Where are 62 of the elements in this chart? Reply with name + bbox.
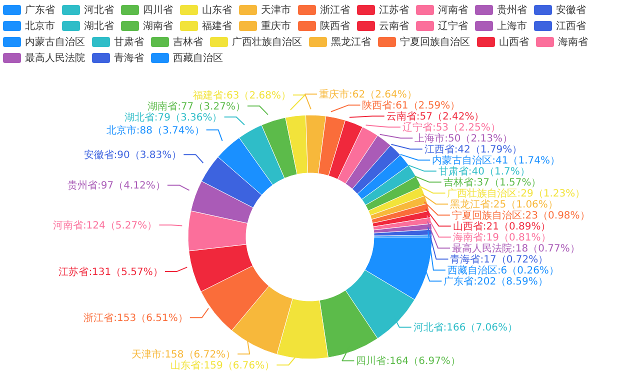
- data-label: 陕西省:61（2.59%）: [362, 100, 460, 112]
- data-label: 湖南省:77（3.27%）: [148, 100, 246, 112]
- data-label: 广东省:202（8.59%）: [444, 276, 548, 288]
- legend-label: 广西壮族自治区: [232, 36, 302, 49]
- data-label: 河北省:166（7.06%）: [413, 322, 518, 334]
- legend-label: 黑龙江省: [331, 36, 371, 49]
- data-label: 甘肃省:40（1.7%）: [438, 166, 530, 178]
- legend-label: 陕西省: [320, 20, 350, 33]
- data-label: 内蒙古自治区:41（1.74%）: [432, 154, 560, 167]
- data-label: 最高人民法院:18（0.77%）: [452, 242, 580, 255]
- data-label: 西藏自治区:6（0.26%）: [447, 264, 559, 277]
- legend-label: 河北省: [84, 4, 114, 17]
- legend-label: 重庆市: [261, 20, 291, 33]
- data-label: 海南省:19（0.81%）: [452, 232, 551, 244]
- legend-label: 天津市: [261, 4, 291, 17]
- data-label: 云南省:57（2.42%）: [386, 110, 484, 123]
- legend-label: 四川省: [143, 4, 173, 17]
- data-label: 辽宁省:53（2.25%）: [402, 122, 500, 134]
- legend-label: 北京市: [25, 20, 55, 33]
- data-label: 江西省:42（1.79%）: [424, 144, 522, 156]
- data-label: 山东省:159（6.76%）: [170, 360, 275, 372]
- data-label: 天津市:158（6.72%）: [131, 348, 236, 360]
- data-label: 湖北省:79（3.36%）: [124, 111, 222, 124]
- legend-label: 广东省: [25, 4, 55, 17]
- data-label: 山西省:21（0.89%）: [452, 220, 551, 233]
- data-label: 安徽省:90（3.83%）: [84, 149, 182, 162]
- data-label: 北京市:88（3.74%）: [106, 124, 204, 136]
- legend-label: 最高人民法院: [25, 52, 85, 65]
- legend-label: 江西省: [556, 20, 586, 33]
- legend-label: 吉林省: [173, 36, 203, 49]
- data-label: 宁夏回族自治区:23（0.98%）: [452, 210, 590, 222]
- data-label: 浙江省:153（6.51%）: [84, 312, 188, 324]
- legend-label: 西藏自治区: [173, 52, 223, 65]
- legend-label: 江苏省: [379, 4, 409, 17]
- legend-label: 河南省: [438, 4, 468, 17]
- legend-label: 山东省: [202, 4, 232, 17]
- legend-label: 安徽省: [556, 4, 586, 17]
- data-label: 福建省:63（2.68%）: [193, 89, 291, 102]
- legend-label: 辽宁省: [438, 20, 468, 33]
- data-label: 江苏省:131（5.57%）: [58, 266, 163, 278]
- legend-label: 湖北省: [84, 20, 114, 33]
- legend-label: 湖南省: [143, 20, 173, 33]
- data-label: 贵州省:97（4.12%）: [68, 180, 166, 192]
- data-label: 吉林省:37（1.57%）: [443, 176, 542, 189]
- data-label: 河南省:124（5.27%）: [52, 220, 158, 232]
- legend-label: 内蒙古自治区: [25, 36, 85, 49]
- legend-label: 宁夏回族自治区: [400, 36, 470, 49]
- legend-label: 海南省: [558, 36, 588, 49]
- legend-label: 浙江省: [320, 4, 350, 17]
- legend-label: 上海市: [497, 20, 527, 33]
- legend-label: 福建省: [202, 20, 232, 33]
- legend-label: 云南省: [379, 20, 409, 33]
- data-label: 广西壮族自治区:29（1.23%）: [447, 188, 586, 200]
- legend-label: 甘肃省: [114, 36, 144, 49]
- legend-label: 山西省: [499, 36, 529, 49]
- data-label: 上海市:50（2.13%）: [414, 132, 513, 145]
- data-label: 四川省:164（6.97%）: [356, 355, 460, 368]
- legend-label: 贵州省: [497, 4, 527, 17]
- legend-label: 青海省: [114, 52, 144, 65]
- data-label: 黑龙江省:25（1.06%）: [450, 198, 558, 211]
- data-label: 青海省:17（0.72%）: [450, 254, 548, 266]
- data-label: 重庆市:62（2.64%）: [319, 88, 417, 101]
